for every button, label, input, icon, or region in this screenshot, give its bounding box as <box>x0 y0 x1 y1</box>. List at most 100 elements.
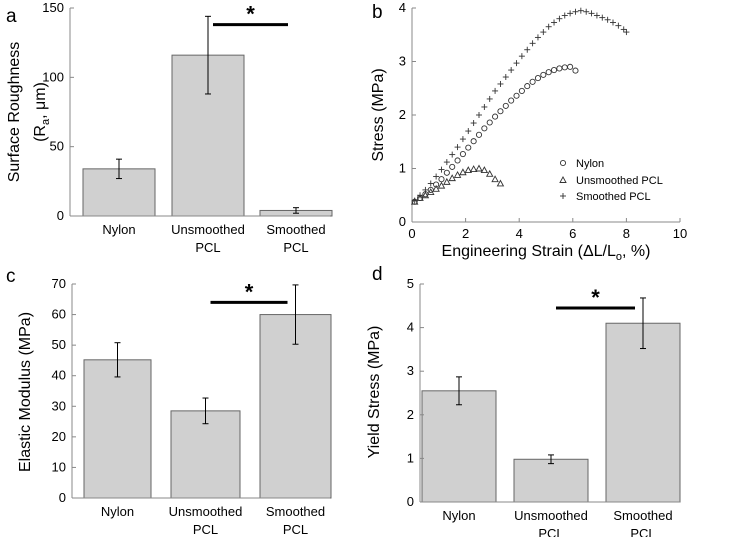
y-tick-label-c: 30 <box>52 398 66 413</box>
category-label-c-1-1: PCL <box>193 522 218 537</box>
point-plus-10 <box>465 128 472 135</box>
y-tick-label-c: 20 <box>52 429 66 444</box>
point-circle-29 <box>567 63 574 70</box>
panel-label-c: c <box>6 266 16 287</box>
point-circle-24 <box>540 71 547 78</box>
point-plus-20 <box>518 53 525 60</box>
point-plus-6 <box>443 159 450 166</box>
category-label-c-2-0: Smoothed <box>266 504 325 519</box>
y-tick-label-d: 2 <box>407 407 414 422</box>
bar-c-2 <box>259 314 332 499</box>
point-circle-25 <box>545 69 552 76</box>
point-circle-27 <box>556 65 563 72</box>
x-tick-label-b: 10 <box>673 226 687 241</box>
y-tick-label-a: 100 <box>42 69 64 84</box>
point-plus-35 <box>599 14 606 21</box>
point-circle-16 <box>497 108 504 115</box>
point-plus-33 <box>588 10 595 17</box>
point-plus-3 <box>427 180 434 187</box>
point-circle-12 <box>475 131 483 138</box>
point-plus-0 <box>411 197 418 204</box>
y-tick-label-c: 50 <box>52 337 66 352</box>
point-triangle-9 <box>459 168 467 176</box>
x-tick-label-b: 0 <box>408 226 415 241</box>
category-label-a-0-0: Nylon <box>102 222 135 237</box>
y-tick-label-d: 1 <box>407 450 414 465</box>
point-plus-1 <box>417 192 424 199</box>
y-tick-label-d: 0 <box>407 494 414 509</box>
y-axis-title-b: Stress (MPa) <box>370 68 387 161</box>
panel-label-d: d <box>372 264 383 285</box>
point-plus-37 <box>610 19 616 26</box>
x-tick-label-b: 2 <box>462 226 469 241</box>
point-plus-31 <box>577 7 584 14</box>
point-plus-5 <box>438 166 445 173</box>
legend-label-0: Nylon <box>576 158 604 170</box>
point-triangle-15 <box>491 175 499 183</box>
point-circle-26 <box>550 67 558 74</box>
point-plus-12 <box>476 112 482 118</box>
category-label-d-0-0: Nylon <box>442 508 475 523</box>
point-plus-2 <box>422 186 429 193</box>
point-circle-20 <box>518 87 525 94</box>
point-circle-11 <box>470 138 477 145</box>
y-tick-label-c: 60 <box>52 307 66 322</box>
bar-d-2 <box>605 322 681 503</box>
point-circle-15 <box>492 113 499 120</box>
category-label-c-1-0: Unsmoothed <box>169 504 243 519</box>
point-plus-26 <box>551 19 558 26</box>
point-plus-11 <box>470 120 477 127</box>
x-axis-title-b: Engineering Strain (ΔL/Lo, %) <box>442 243 651 263</box>
point-triangle-16 <box>496 179 505 187</box>
x-tick-label-b: 4 <box>516 226 523 241</box>
point-circle-5 <box>438 176 445 183</box>
point-circle-30 <box>572 67 579 74</box>
point-circle-13 <box>481 125 488 132</box>
y-tick-label-a: 50 <box>50 139 64 154</box>
point-plus-27 <box>556 15 563 22</box>
y-axis-title-a: Surface Roughness <box>6 42 23 183</box>
point-plus-32 <box>583 8 590 15</box>
point-plus-16 <box>497 80 504 87</box>
point-plus-21 <box>524 46 531 53</box>
y-tick-label-a: 150 <box>42 0 64 15</box>
point-plus-38 <box>615 22 622 29</box>
legend-marker-1 <box>559 176 567 183</box>
y-tick-label-d: 3 <box>407 363 414 378</box>
point-plus-30 <box>572 8 579 15</box>
point-plus-34 <box>593 12 600 19</box>
point-circle-22 <box>529 78 536 85</box>
point-plus-18 <box>508 67 515 74</box>
category-label-d-1-0: Unsmoothed <box>514 508 588 523</box>
point-circle-18 <box>508 97 515 104</box>
point-triangle-8 <box>453 170 462 178</box>
point-plus-9 <box>459 136 466 143</box>
point-plus-28 <box>561 12 568 19</box>
point-triangle-10 <box>464 166 473 174</box>
category-label-a-1-0: Unsmoothed <box>171 222 245 237</box>
point-circle-9 <box>459 151 466 158</box>
y-axis-title-c: Elastic Modulus (MPa) <box>17 312 34 472</box>
point-plus-39 <box>620 26 627 33</box>
point-circle-10 <box>465 144 472 151</box>
point-circle-21 <box>524 83 531 90</box>
point-triangle-1 <box>416 193 424 201</box>
point-triangle-3 <box>427 188 435 195</box>
bar-c-0 <box>83 359 152 499</box>
y-tick-label-b: 3 <box>399 54 406 69</box>
significance-star-c: * <box>245 279 254 304</box>
y-tick-label-b: 1 <box>399 161 406 176</box>
y-tick-label-a: 0 <box>57 208 64 223</box>
y-tick-label-b: 4 <box>399 0 406 15</box>
category-label-a-1-1: PCL <box>195 240 220 255</box>
point-plus-19 <box>513 60 520 67</box>
point-triangle-14 <box>485 169 494 177</box>
point-circle-14 <box>486 119 493 126</box>
point-plus-25 <box>545 23 552 30</box>
point-plus-8 <box>454 144 461 151</box>
category-label-a-2-0: Smoothed <box>266 222 325 237</box>
point-plus-40 <box>623 29 630 36</box>
legend-label-2: Smoothed PCL <box>576 191 651 203</box>
category-label-d-1-1: PCL <box>538 526 563 537</box>
y-tick-label-b: 0 <box>399 214 406 229</box>
